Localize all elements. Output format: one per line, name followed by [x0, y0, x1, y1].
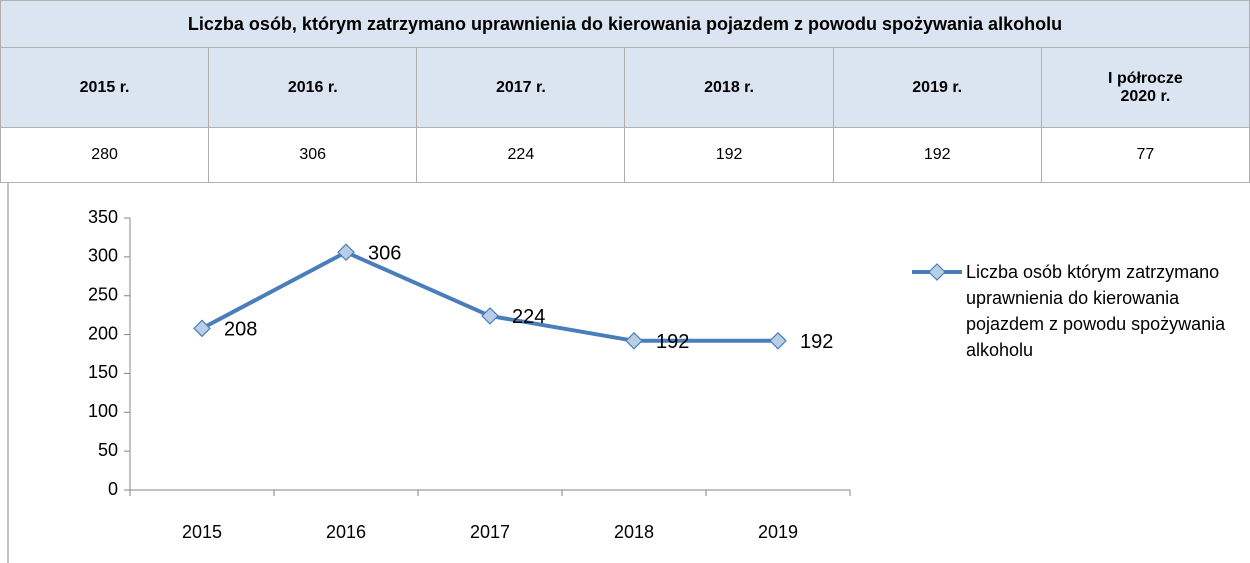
- legend-label: Liczba osób którym zatrzymano uprawnieni…: [966, 262, 1226, 360]
- header-cell: 2016 r.: [208, 47, 418, 128]
- header-text: 2019 r.: [912, 78, 963, 96]
- y-tick-label: 350: [88, 207, 118, 227]
- header-text: I półrocze 2020 r.: [1108, 69, 1183, 105]
- data-label: 224: [512, 306, 545, 328]
- data-label: 306: [368, 242, 401, 264]
- table-title: Liczba osób, którym zatrzymano uprawnien…: [0, 0, 1250, 48]
- data-cell: 224: [416, 127, 626, 183]
- header-cell: 2017 r.: [416, 47, 626, 128]
- y-tick-label: 50: [98, 440, 118, 460]
- data-label: 192: [800, 331, 833, 353]
- point-marker: [625, 331, 643, 350]
- point-marker: [769, 331, 787, 350]
- x-tick-label: 2016: [326, 522, 366, 542]
- header-cell: 2019 r.: [832, 47, 1042, 128]
- legend-marker: [928, 263, 946, 281]
- data-cell: 306: [208, 127, 418, 183]
- data-label: 208: [224, 319, 257, 341]
- y-tick-label: 200: [88, 323, 118, 343]
- point-marker: [337, 243, 355, 262]
- header-text: 2017 r.: [495, 78, 546, 96]
- point-marker: [481, 307, 499, 325]
- x-tick-label: 2017: [470, 522, 510, 542]
- x-tick-label: 2019: [758, 522, 798, 542]
- y-tick-label: 0: [108, 479, 118, 499]
- series-line: [201, 250, 778, 343]
- data-label: 192: [656, 331, 689, 353]
- data-cell: 77: [1040, 127, 1250, 183]
- header-text: 2016 r.: [287, 78, 338, 96]
- header-cell: I półrocze 2020 r.: [1040, 47, 1250, 128]
- header-cell: 2018 r.: [624, 47, 834, 128]
- y-tick-label: 250: [88, 284, 118, 304]
- chart: 0 50 100 150 200 250 300 350 2015 2016 2017 2018 201…: [7, 183, 962, 563]
- point-marker: [193, 319, 211, 338]
- y-tick-label: 300: [88, 246, 118, 266]
- y-tick-label: 150: [88, 362, 118, 382]
- x-tick-label: 2015: [182, 522, 222, 542]
- data-cell: 280: [0, 127, 210, 183]
- x-tick-label: 2018: [614, 522, 654, 542]
- data-cell: 192: [624, 127, 834, 183]
- header-text: 2018 r.: [704, 78, 754, 96]
- header-cell: 2015 r.: [0, 47, 210, 128]
- y-tick-label: 100: [88, 401, 118, 421]
- header-text: 2015 r.: [79, 78, 130, 96]
- data-cell: 192: [832, 127, 1042, 183]
- data-table: Liczba osób, którym zatrzymano uprawnien…: [0, 0, 1250, 183]
